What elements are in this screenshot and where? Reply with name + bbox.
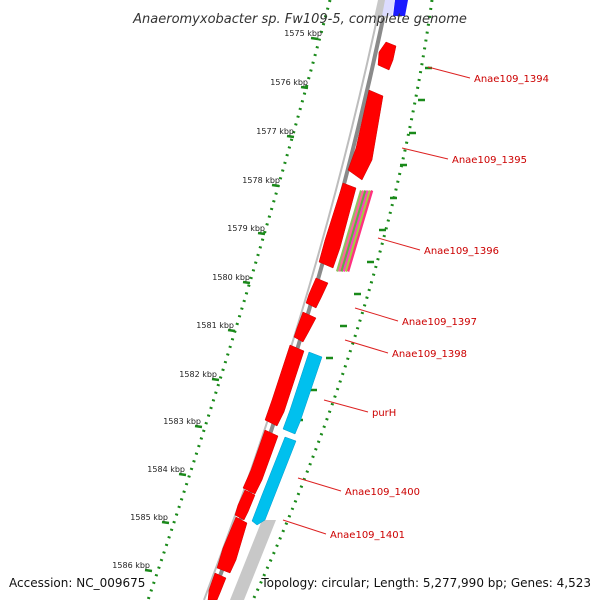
gene-label[interactable]: Anae109_1394 xyxy=(474,74,549,85)
ruler-tick xyxy=(211,377,220,382)
ruler-tick xyxy=(161,520,170,525)
gene-label[interactable]: purH xyxy=(372,408,396,419)
outer-dotted-track xyxy=(251,0,434,600)
gene-label[interactable]: Anae109_1400 xyxy=(345,487,420,498)
ruler-tick-label: 1583 kbp xyxy=(163,417,201,426)
ruler-tick-label: 1578 kbp xyxy=(242,176,280,185)
topology-text: Topology: circular; Length: 5,277,990 bp… xyxy=(260,576,591,590)
ruler-tick xyxy=(194,424,203,429)
ruler-tick xyxy=(227,328,236,333)
forward-gene-arrow xyxy=(264,344,305,427)
rna-feature-stripe xyxy=(336,190,363,272)
ruler-tick-label: 1586 kbp xyxy=(112,561,150,570)
ruler-labels: 1575 kbp 1576 kbp 1577 kbp 1578 kbp 1579 kbp… xyxy=(112,29,322,570)
forward-gene-arrow xyxy=(216,516,248,574)
reverse-gene-arrow xyxy=(282,351,323,435)
ruler-tick xyxy=(144,568,153,573)
gene-label[interactable]: Anae109_1401 xyxy=(330,530,405,541)
top-blue-light xyxy=(382,0,395,16)
forward-gene-arrow xyxy=(347,89,384,181)
gene-label[interactable]: Anae109_1398 xyxy=(392,349,467,360)
forward-gene-arrow xyxy=(242,429,279,495)
top-blue-feature xyxy=(393,0,408,16)
gene-callouts: Anae109_1394 Anae109_1395 Anae109_1396 Anae… xyxy=(282,66,549,541)
ruler-tick-label: 1579 kbp xyxy=(227,224,265,233)
callout-line xyxy=(297,477,342,492)
callout-line xyxy=(323,399,369,413)
gene-label[interactable]: Anae109_1395 xyxy=(452,155,527,166)
forward-gene-arrow xyxy=(305,277,329,309)
rna-feature-stripe xyxy=(340,190,367,272)
callout-line xyxy=(427,66,471,79)
rna-feature-stripe xyxy=(342,190,369,272)
ruler-tick-label: 1582 kbp xyxy=(179,370,217,379)
ruler-tick xyxy=(178,472,187,477)
ruler-tick-label: 1575 kbp xyxy=(284,29,322,38)
gray-feature-strip xyxy=(230,520,276,600)
gene-features xyxy=(207,41,397,600)
ruler-tick xyxy=(257,231,266,236)
reverse-gene-arrow xyxy=(251,436,297,526)
rna-feature-stripe xyxy=(344,190,371,272)
callout-line xyxy=(377,237,421,251)
callout-line xyxy=(354,307,399,322)
rna-feature-stripe xyxy=(338,190,365,272)
forward-gene-arrow xyxy=(318,182,357,269)
ruler-tick-label: 1576 kbp xyxy=(270,78,308,87)
ruler-tick-label: 1584 kbp xyxy=(147,465,185,474)
ruler-dotted-track xyxy=(146,0,332,600)
callout-line xyxy=(282,519,327,535)
ruler-tick xyxy=(271,183,280,188)
ruler-tick xyxy=(310,36,319,41)
gene-label[interactable]: Anae109_1397 xyxy=(402,317,477,328)
rna-feature-stripe xyxy=(347,190,374,272)
forward-gene-arrow xyxy=(207,572,227,600)
ruler-tick-label: 1581 kbp xyxy=(196,321,234,330)
ruler-tick-label: 1585 kbp xyxy=(130,513,168,522)
backbone-inner xyxy=(203,0,382,600)
ruler-tick xyxy=(242,280,251,285)
forward-gene-arrow xyxy=(234,489,256,521)
callout-line xyxy=(344,339,389,354)
callout-line xyxy=(401,147,449,160)
genome-title: Anaeromyxobacter sp. Fw109-5, complete g… xyxy=(132,12,467,27)
gene-label[interactable]: Anae109_1396 xyxy=(424,246,499,257)
accession-text: Accession: NC_009675 xyxy=(9,576,145,590)
forward-gene-arrow xyxy=(293,311,317,343)
ruler-tick xyxy=(300,85,309,90)
ruler-tick xyxy=(286,134,295,139)
ruler-tick-label: 1577 kbp xyxy=(256,127,294,136)
forward-gene-arrow xyxy=(377,41,397,71)
ruler-tick-label: 1580 kbp xyxy=(212,273,250,282)
